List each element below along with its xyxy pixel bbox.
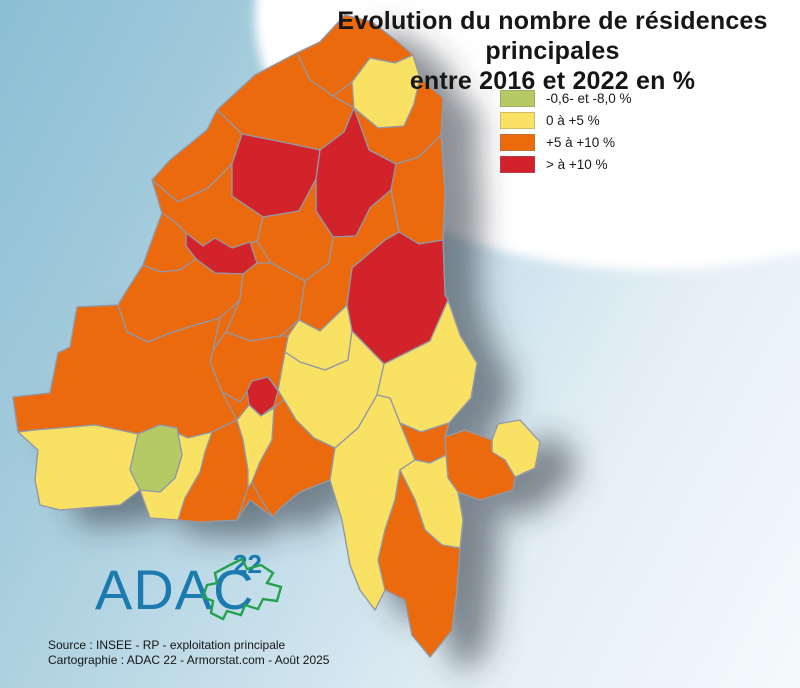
legend-swatch-high — [500, 156, 535, 173]
legend-label-negative: -0,6- et -8,0 % — [546, 91, 632, 106]
commune-south-orange-tail — [377, 469, 461, 658]
legend-row-negative: -0,6- et -8,0 % — [500, 90, 632, 107]
source-line-1: Source : INSEE - RP - exploitation princ… — [48, 638, 286, 652]
source-line-2: Cartographie : ADAC 22 - Armorstat.com -… — [48, 653, 330, 667]
commune-southwest-orange-big — [12, 304, 238, 439]
legend-swatch-low — [500, 112, 535, 129]
communes-choropleth-map — [12, 14, 541, 658]
commune-green-commune — [129, 424, 183, 493]
adac-logo-number: 22 — [233, 549, 262, 579]
commune-red-small-center — [246, 376, 279, 417]
legend-swatch-negative — [500, 90, 535, 107]
title-line-2: entre 2016 et 2022 en % — [409, 67, 696, 95]
legend: -0,6- et -8,0 % 0 à +5 % +5 à +10 % > à +10… — [500, 90, 632, 179]
commune-south-orange-2 — [251, 399, 336, 518]
legend-label-mid: +5 à +10 % — [546, 135, 616, 150]
legend-row-high: > à +10 % — [500, 156, 632, 173]
adac-logo: ADAC 22 — [95, 549, 283, 621]
commune-center-orange-2 — [225, 262, 306, 342]
legend-swatch-mid — [500, 134, 535, 151]
source-credits: Source : INSEE - RP - exploitation princ… — [48, 638, 329, 668]
legend-row-mid: +5 à +10 % — [500, 134, 632, 151]
commune-southwest-yellow-1 — [17, 424, 141, 511]
title-line-1: Evolution du nombre de résidences princi… — [337, 7, 768, 65]
legend-label-low: 0 à +5 % — [546, 113, 600, 128]
map-title: Evolution du nombre de résidences princi… — [305, 6, 800, 96]
legend-row-low: 0 à +5 % — [500, 112, 632, 129]
cotes-darmor-outline-icon — [201, 557, 283, 621]
legend-label-high: > à +10 % — [546, 157, 608, 172]
